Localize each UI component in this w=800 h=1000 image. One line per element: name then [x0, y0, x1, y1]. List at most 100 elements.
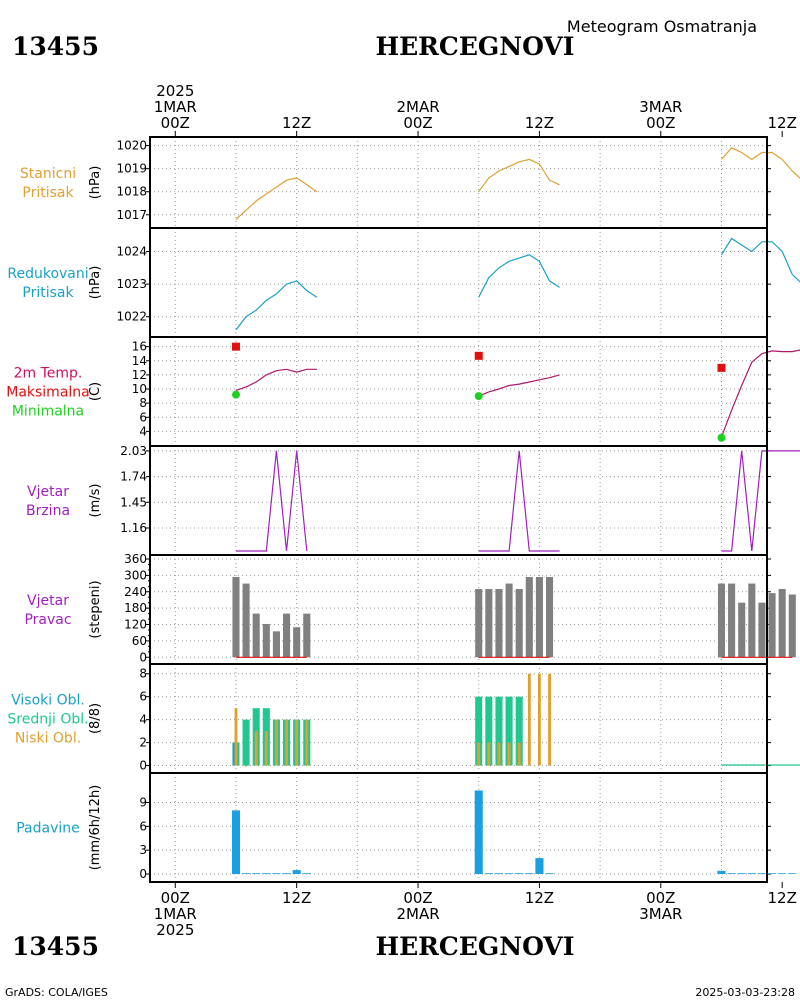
series-line: [720, 349, 800, 438]
y-unit-label: (m/s): [88, 484, 103, 518]
bar: [778, 589, 786, 658]
y-tick-label: 8: [139, 667, 147, 681]
station-name-bottom: HERCEGNOVI: [375, 932, 574, 961]
panel-precipitation: 0 3 6 9 (mm/6h/12h) Padavine: [16, 772, 797, 883]
x-tick-label-bottom: 00Z: [646, 889, 675, 907]
bar: [292, 870, 301, 875]
panel-label: Pritisak: [22, 185, 74, 201]
bar: [505, 583, 513, 658]
bar: [535, 858, 544, 875]
panel-frame: [149, 336, 768, 447]
y-tick-label: 4: [139, 424, 147, 438]
y-unit-label: (hPa): [88, 166, 103, 200]
y-tick-label: 6: [139, 410, 147, 424]
meteogram-title: Meteogram Osmatranja: [567, 17, 757, 36]
bar: [727, 873, 736, 875]
bar: [545, 873, 554, 875]
bar: [475, 589, 483, 658]
y-tick-label: 1023: [116, 277, 147, 291]
x-tick-label-bottom: 12Z: [525, 889, 554, 907]
bar: [242, 583, 250, 658]
bar: [242, 719, 250, 766]
y-unit-label: (stepeni): [88, 580, 103, 638]
y-tick-label: 1.16: [120, 521, 147, 535]
bar: [487, 742, 491, 766]
y-tick-label: 0: [139, 867, 147, 881]
x-tick-label-top: 12Z: [282, 114, 311, 132]
y-tick-label: 3: [139, 843, 147, 857]
bar: [525, 873, 534, 875]
bar: [262, 623, 270, 658]
bar: [737, 873, 746, 875]
bar: [244, 765, 248, 767]
bar: [517, 742, 521, 766]
y-tick-label: 1.45: [120, 495, 147, 509]
series-line: [478, 158, 560, 193]
bar: [538, 673, 541, 766]
bar: [295, 719, 299, 766]
bar: [758, 602, 766, 658]
x-tick-label-top: 12Z: [767, 114, 796, 132]
bar: [272, 873, 281, 875]
y-tick-label: 120: [124, 618, 147, 632]
bar: [232, 577, 240, 658]
y-tick-label: 1020: [116, 139, 147, 153]
bar: [535, 577, 543, 658]
y-unit-label: (C): [88, 382, 103, 401]
bar: [283, 613, 291, 658]
x-tick-label-top: 2MAR: [396, 98, 439, 116]
bar: [788, 873, 797, 875]
bar: [234, 708, 238, 766]
footer-left: GrADS: COLA/IGES: [5, 986, 108, 999]
bar: [485, 696, 493, 766]
bar: [548, 673, 551, 766]
x-tick-label-top: 12Z: [525, 114, 554, 132]
bar: [515, 696, 523, 766]
bar: [515, 589, 523, 658]
bar: [768, 873, 777, 875]
panel-label: Pravac: [24, 612, 71, 628]
bar: [477, 742, 481, 766]
y-tick-label: 2.03: [120, 444, 147, 458]
y-unit-label: (8/8): [88, 703, 103, 734]
x-tick-label-bottom: 1MAR: [154, 905, 197, 923]
bar: [252, 873, 261, 875]
bar: [232, 742, 236, 766]
bar: [545, 577, 554, 658]
min-marker: [231, 390, 240, 399]
panel-label: Redukovani: [7, 266, 88, 282]
min-marker: [717, 433, 726, 442]
y-tick-label: 0: [139, 650, 147, 664]
panel-wind-direction: 0 60 120 180 240 300 360 (stepeni) Vjetar Pravac: [24, 552, 796, 665]
y-unit-label: (hPa): [88, 266, 103, 300]
bar: [738, 602, 746, 658]
series-line: [478, 450, 560, 552]
bar: [525, 577, 533, 658]
bar: [293, 627, 301, 658]
bar: [474, 790, 483, 875]
series-line: [236, 450, 308, 552]
panel-label: Visoki Obl.: [11, 693, 85, 709]
max-marker: [231, 342, 240, 351]
x-tick-label-top: 00Z: [403, 114, 432, 132]
panel-label: Minimalna: [12, 404, 84, 420]
bar: [778, 873, 787, 875]
x-tick-label-bottom: 12Z: [282, 889, 311, 907]
y-tick-label: 14: [132, 354, 147, 368]
y-tick-label: 1.74: [120, 470, 147, 484]
panel-frame: [149, 772, 768, 883]
y-tick-label: 1024: [116, 245, 147, 259]
y-tick-label: 60: [132, 634, 147, 648]
bar: [475, 696, 483, 766]
panels-group: 1017101810191020(hPa)StanicniPritisak102…: [6, 136, 800, 883]
x-tick-label-top: 3MAR: [639, 98, 682, 116]
x-tick-label-bottom: 2MAR: [396, 905, 439, 923]
bar: [788, 594, 796, 658]
bar: [768, 593, 776, 658]
panel-frame: [149, 445, 768, 556]
bar: [757, 873, 766, 875]
x-tick-label-top: 00Z: [646, 114, 675, 132]
